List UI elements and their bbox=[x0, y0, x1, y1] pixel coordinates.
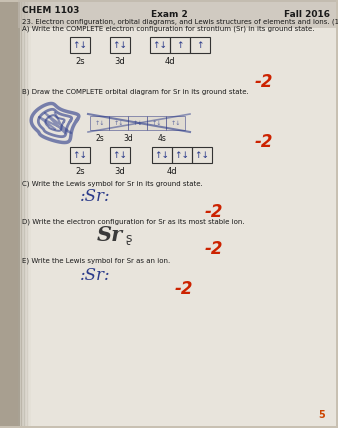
Text: C) Write the Lewis symbol for Sr in its ground state.: C) Write the Lewis symbol for Sr in its … bbox=[22, 180, 203, 187]
Text: ʂ: ʂ bbox=[125, 232, 131, 244]
Text: 4s: 4s bbox=[158, 134, 166, 143]
Text: -2: -2 bbox=[255, 73, 273, 91]
FancyBboxPatch shape bbox=[25, 2, 27, 426]
FancyBboxPatch shape bbox=[147, 116, 166, 130]
Text: ↑↓: ↑↓ bbox=[113, 121, 124, 125]
Text: B) Draw the COMPLETE orbital diagram for Sr in its ground state.: B) Draw the COMPLETE orbital diagram for… bbox=[22, 88, 249, 95]
FancyBboxPatch shape bbox=[18, 2, 336, 426]
Text: ↑↓: ↑↓ bbox=[72, 151, 88, 160]
Text: Exam 2: Exam 2 bbox=[151, 10, 187, 19]
Text: ↑↓: ↑↓ bbox=[132, 121, 143, 125]
Text: 3d: 3d bbox=[115, 57, 125, 66]
Text: ↑↓: ↑↓ bbox=[174, 151, 190, 160]
FancyBboxPatch shape bbox=[166, 116, 185, 130]
Text: 2s: 2s bbox=[96, 134, 104, 143]
Text: -2: -2 bbox=[255, 133, 273, 151]
FancyBboxPatch shape bbox=[24, 2, 26, 426]
Text: A) Write the COMPLETE electron configuration for strontium (Sr) in its ground st: A) Write the COMPLETE electron configura… bbox=[22, 25, 314, 32]
Text: ↑: ↑ bbox=[196, 41, 204, 50]
Text: 23. Electron configuration, orbital diagrams, and Lewis structures of elements a: 23. Electron configuration, orbital diag… bbox=[22, 18, 338, 24]
FancyBboxPatch shape bbox=[23, 2, 24, 426]
FancyBboxPatch shape bbox=[21, 2, 23, 426]
FancyBboxPatch shape bbox=[18, 2, 20, 426]
Text: Sr: Sr bbox=[97, 225, 123, 245]
Text: -2: -2 bbox=[205, 240, 223, 258]
Text: ↑↓: ↑↓ bbox=[94, 121, 105, 125]
Text: ↑↓: ↑↓ bbox=[113, 151, 127, 160]
FancyBboxPatch shape bbox=[18, 0, 336, 28]
Text: ↑↓: ↑↓ bbox=[154, 151, 169, 160]
Text: 4d: 4d bbox=[165, 57, 175, 66]
Text: :Sr:: :Sr: bbox=[80, 267, 110, 283]
Text: 4d: 4d bbox=[167, 167, 177, 176]
Text: E) Write the Lewis symbol for Sr as an ion.: E) Write the Lewis symbol for Sr as an i… bbox=[22, 258, 170, 265]
Text: -2: -2 bbox=[175, 280, 193, 298]
FancyBboxPatch shape bbox=[0, 2, 20, 426]
Text: :Sr:: :Sr: bbox=[80, 187, 110, 205]
Text: 2s: 2s bbox=[75, 167, 85, 176]
Text: Fall 2016: Fall 2016 bbox=[284, 10, 330, 19]
Text: 3d: 3d bbox=[115, 167, 125, 176]
Text: ↑↓: ↑↓ bbox=[113, 41, 127, 50]
Text: ↑↓: ↑↓ bbox=[194, 151, 210, 160]
Text: ↑: ↑ bbox=[176, 41, 184, 50]
FancyBboxPatch shape bbox=[90, 116, 109, 130]
Text: 5: 5 bbox=[318, 410, 325, 420]
Text: ↑↓: ↑↓ bbox=[151, 121, 162, 125]
FancyBboxPatch shape bbox=[128, 116, 147, 130]
FancyBboxPatch shape bbox=[27, 2, 29, 426]
Text: 2s: 2s bbox=[75, 57, 85, 66]
FancyBboxPatch shape bbox=[20, 2, 22, 426]
FancyBboxPatch shape bbox=[109, 116, 128, 130]
Text: CHEM 1103: CHEM 1103 bbox=[22, 6, 79, 15]
Text: 3d: 3d bbox=[123, 134, 133, 143]
Text: D) Write the electron configuration for Sr as its most stable ion.: D) Write the electron configuration for … bbox=[22, 218, 245, 225]
Text: ↑↓: ↑↓ bbox=[170, 121, 181, 125]
Text: ↑↓: ↑↓ bbox=[72, 41, 88, 50]
Text: -2: -2 bbox=[205, 203, 223, 221]
Text: ↑↓: ↑↓ bbox=[152, 41, 168, 50]
